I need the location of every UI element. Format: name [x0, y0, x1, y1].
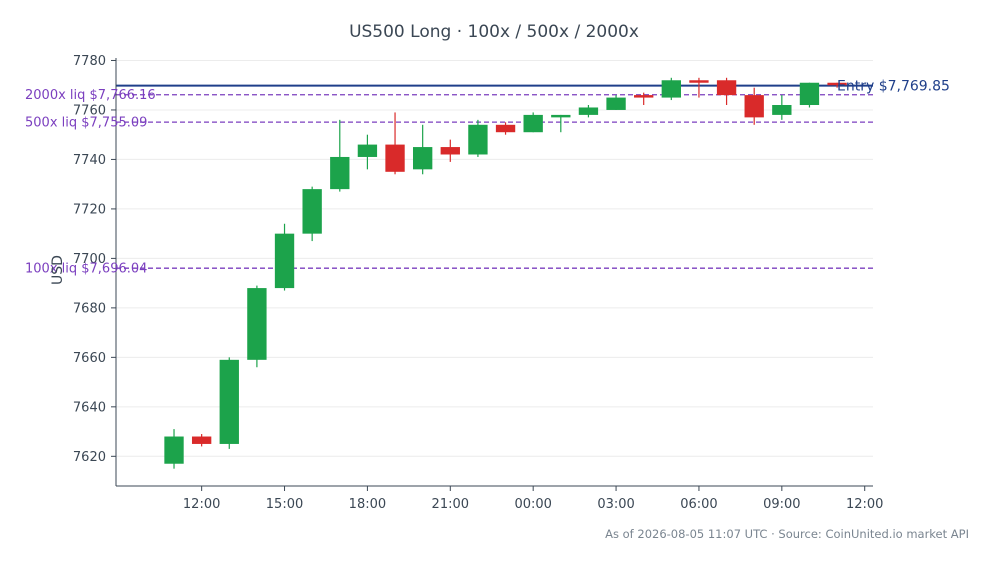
y-tick-label: 7720: [73, 202, 106, 217]
candle: [191, 434, 212, 447]
x-tick-label: 00:00: [514, 497, 551, 512]
candle-body: [827, 82, 847, 86]
candle-body: [191, 436, 212, 444]
candle: [744, 87, 764, 125]
candle-body: [357, 144, 378, 157]
candle-body: [716, 80, 737, 96]
candle: [385, 112, 405, 175]
liquidation-price-label: 500x liq $7,755.09: [25, 116, 147, 131]
candle: [578, 105, 599, 118]
candle: [606, 95, 626, 110]
candle-body: [164, 436, 184, 464]
candle: [551, 114, 571, 133]
x-tick-label: 12:00: [183, 497, 220, 512]
candle-body: [772, 105, 792, 115]
candle: [164, 429, 184, 469]
candle: [495, 122, 516, 135]
x-tick-label: 09:00: [763, 497, 800, 512]
candle-body: [495, 124, 516, 133]
candle-body: [440, 147, 460, 155]
candle-body: [661, 80, 681, 98]
candle: [772, 95, 792, 120]
reference-lines: [116, 84, 873, 269]
candle-body: [302, 189, 322, 234]
candle-body: [468, 124, 488, 155]
y-tick-label: 7640: [73, 400, 106, 415]
y-tick-label: 7620: [73, 450, 106, 465]
chart-title: US500 Long · 100x / 500x / 2000x: [349, 22, 639, 42]
candle-body: [523, 114, 543, 133]
candle: [523, 112, 543, 133]
y-tick-label: 7660: [73, 351, 106, 366]
candle: [799, 82, 820, 108]
y-tick-label: 7680: [73, 301, 106, 316]
candle: [661, 77, 681, 101]
candle: [274, 223, 295, 291]
candle-body: [578, 107, 599, 115]
x-tick-label: 12:00: [846, 497, 883, 512]
liquidation-price-label: 2000x liq $7,766.16: [25, 88, 156, 103]
candle-body: [247, 288, 267, 360]
candle: [330, 119, 350, 192]
candle-body: [412, 147, 433, 170]
candle-body: [634, 95, 654, 98]
candle-body: [551, 114, 571, 118]
candles: [164, 77, 847, 469]
grid-lines: [116, 59, 873, 457]
candle: [440, 139, 460, 162]
reference-line-labels: Entry $7,769.85 2000x liq $7,766.16 500x l…: [25, 79, 950, 277]
candle-body: [799, 82, 820, 106]
x-tick-label: 15:00: [266, 497, 303, 512]
y-axis-label: USD: [50, 255, 66, 285]
candle: [412, 124, 433, 175]
y-tick-label: 7780: [73, 54, 106, 69]
candle: [357, 134, 378, 170]
candle-body: [606, 97, 626, 110]
candle-body: [330, 156, 350, 190]
candle-body: [744, 95, 764, 118]
candle: [716, 77, 737, 106]
candle: [219, 357, 239, 449]
candle: [689, 77, 709, 98]
candle: [634, 92, 654, 106]
y-tick-label: 7740: [73, 153, 106, 168]
candle: [302, 186, 322, 242]
liquidation-price-label: 100x liq $7,696.04: [25, 262, 147, 277]
axes: 7620 7640 7660 7680 7700 7720 7740 7760 7780 12:0…: [73, 54, 884, 512]
candle: [827, 82, 847, 88]
footer-source: As of 2026-08-05 11:07 UTC · Source: Coi…: [605, 527, 969, 541]
x-tick-label: 18:00: [349, 497, 386, 512]
entry-price-label: Entry $7,769.85: [837, 79, 950, 95]
y-tick-label: 7760: [73, 103, 106, 118]
candle-body: [385, 144, 405, 172]
candle: [468, 119, 488, 157]
candle-body: [689, 80, 709, 83]
x-tick-label: 06:00: [680, 497, 717, 512]
x-tick-label: 21:00: [432, 497, 469, 512]
y-tick-label: 7700: [73, 252, 106, 267]
candle-body: [219, 359, 239, 444]
candle: [247, 285, 267, 368]
x-tick-label: 03:00: [597, 497, 634, 512]
candle-body: [274, 233, 295, 289]
